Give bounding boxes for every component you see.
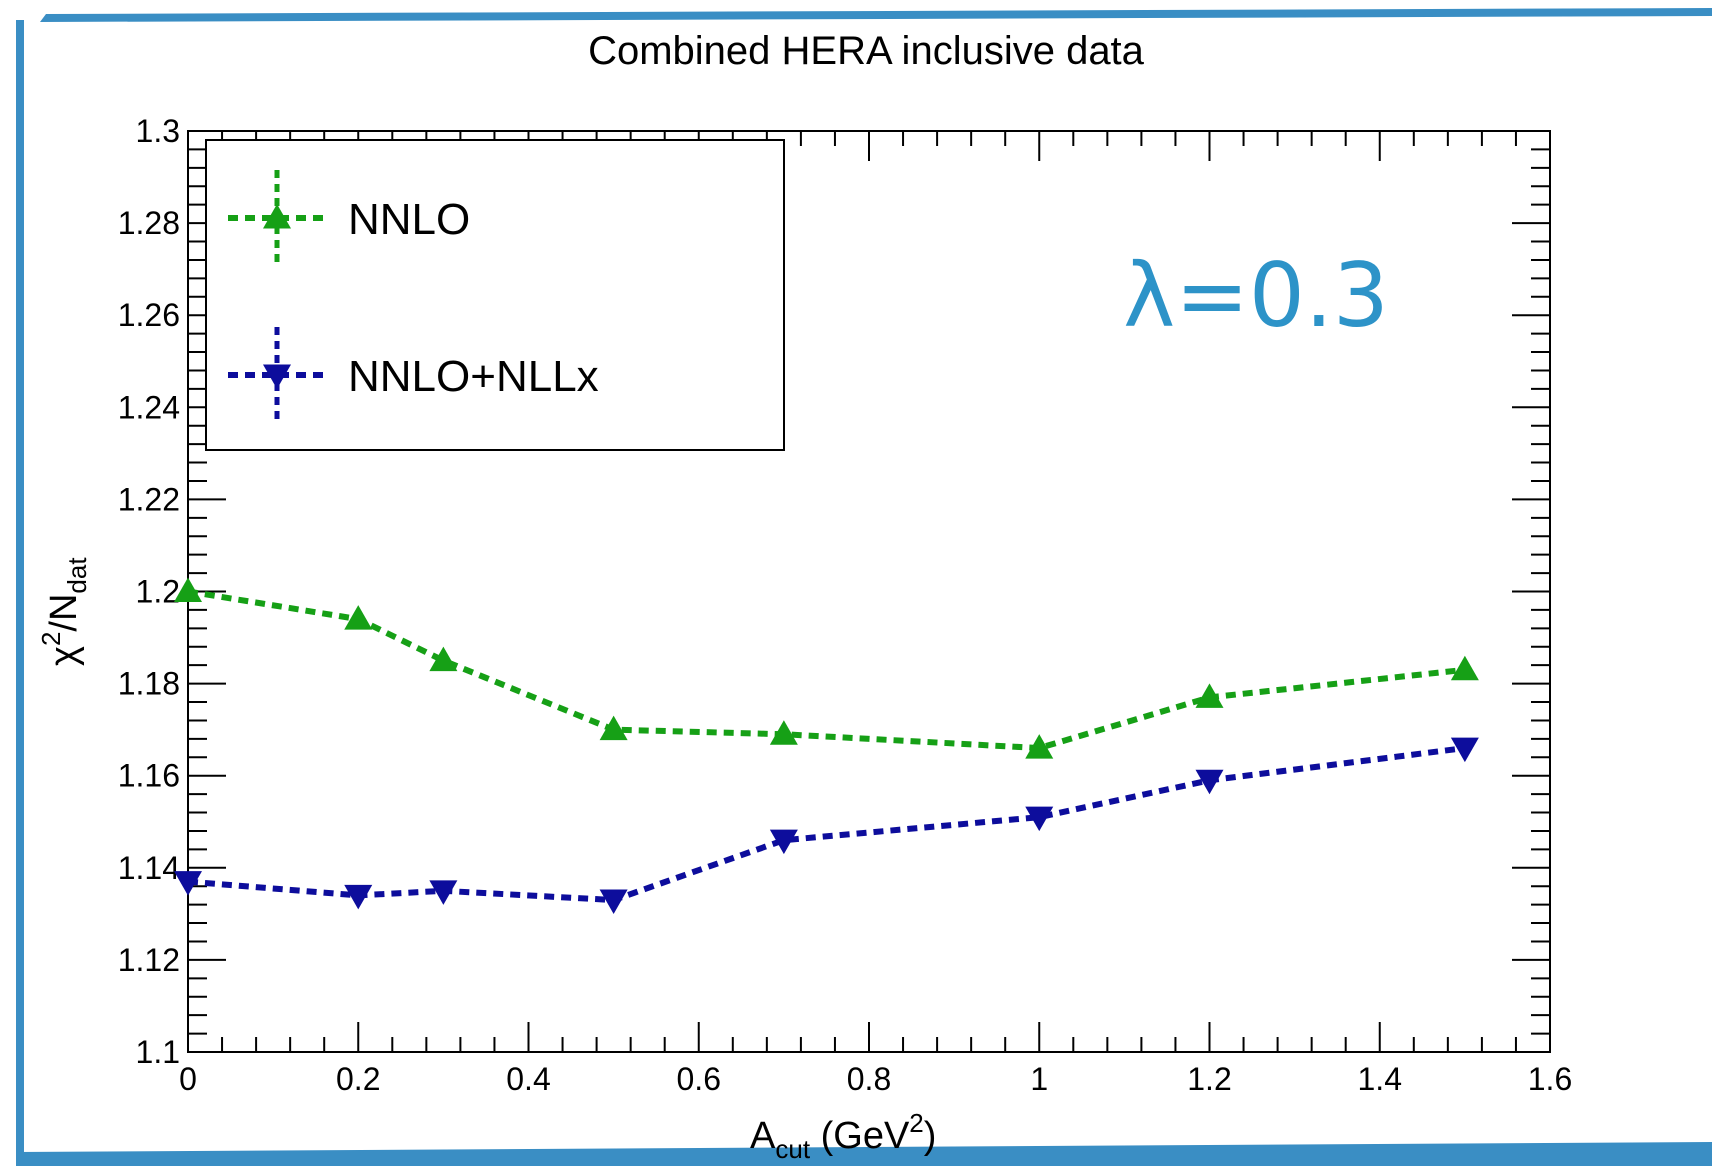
data-point [429, 880, 458, 905]
data-point [174, 577, 202, 602]
legend-label: NNLO+NLLx [348, 352, 599, 401]
series-NNLO [174, 577, 1479, 759]
series-line [187, 588, 1466, 752]
data-point [769, 720, 798, 745]
x-tick-label: 0.2 [336, 1061, 380, 1097]
data-point [1195, 683, 1224, 708]
x-tick-label: 0.6 [677, 1061, 721, 1097]
data-point [1025, 734, 1054, 759]
x-tick-label: 1 [1030, 1061, 1048, 1097]
x-tick-label: 1.6 [1528, 1061, 1572, 1097]
data-point [1450, 655, 1479, 681]
y-tick-label: 1.18 [118, 666, 180, 702]
series-layer [174, 577, 1479, 915]
series-line [187, 745, 1466, 904]
y-axis-title: χ2/Ndat [36, 557, 92, 666]
x-axis-title-close: ) [924, 1115, 937, 1157]
legend-entry: NNLO+NLLx [228, 327, 599, 423]
y-tick-label: 1.2 [136, 574, 180, 610]
y-axis-title-sup: 2 [36, 632, 66, 646]
x-tick-label: 0.8 [847, 1061, 891, 1097]
x-tick-label: 1.2 [1187, 1061, 1231, 1097]
y-tick-label: 1.3 [136, 113, 180, 149]
y-axis-title-mid: /N [43, 594, 85, 632]
data-point [1450, 737, 1479, 763]
tick-labels: 0 0.2 0.4 0.6 0.8 1 1.2 1.4 1.6 1.1 1.12 1.14 1.16 1.… [118, 113, 1573, 1097]
y-tick-label: 1.12 [118, 942, 180, 978]
x-tick-label: 0.4 [506, 1061, 550, 1097]
x-axis-title-rest: (GeV [810, 1115, 910, 1157]
x-tick-label: 1.4 [1358, 1061, 1402, 1097]
y-tick-label: 1.16 [118, 758, 180, 794]
data-point [769, 829, 798, 855]
legend-marker [263, 204, 291, 229]
y-tick-label: 1.24 [118, 389, 180, 425]
y-axis-title-base: χ [43, 646, 85, 666]
legend-marker [263, 364, 291, 389]
data-point [344, 884, 373, 910]
y-tick-label: 1.22 [118, 481, 180, 517]
frame-top-bar [40, 8, 1712, 22]
data-point [174, 871, 202, 896]
data-point [1195, 769, 1224, 795]
data-point [599, 889, 628, 915]
x-axis-title-sup: 2 [909, 1108, 923, 1138]
y-tick-label: 1.26 [118, 297, 180, 333]
data-point [344, 605, 373, 630]
series-NNLO+NLLx [174, 737, 1479, 915]
data-point [429, 646, 458, 672]
x-tick-label: 0 [179, 1061, 197, 1097]
y-axis-title-sub: dat [62, 557, 92, 594]
lambda-annotation: λ=0.3 [1123, 244, 1389, 347]
slide-frame [16, 8, 1712, 1166]
y-tick-label: 1.28 [118, 205, 180, 241]
chart-title: Combined HERA inclusive data [588, 29, 1145, 73]
y-tick-label: 1.14 [118, 850, 180, 886]
x-axis-title: Acut (GeV2) [750, 1108, 936, 1164]
legend-box [205, 139, 785, 451]
x-axis-title-base: A [750, 1115, 776, 1157]
frame-bottom-bar [16, 1142, 1712, 1166]
x-axis-title-sub: cut [775, 1134, 810, 1164]
legend: NNLO NNLO+NLLx [205, 139, 785, 451]
data-point [599, 715, 628, 741]
data-point [1025, 806, 1054, 832]
frame-left-bar [16, 20, 24, 1160]
legend-entry: NNLO [228, 170, 470, 266]
y-tick-label: 1.1 [136, 1034, 180, 1070]
legend-label: NNLO [348, 195, 470, 244]
